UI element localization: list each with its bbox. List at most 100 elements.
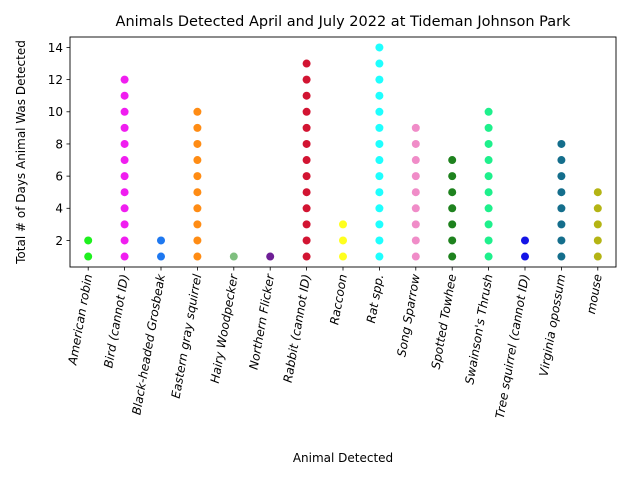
x-tick-label: Northern Flicker	[247, 272, 278, 371]
x-tick-label: mouse	[584, 273, 605, 315]
data-point	[302, 139, 311, 148]
data-point	[193, 204, 202, 213]
data-point	[375, 75, 384, 84]
data-point	[302, 252, 311, 261]
data-point	[557, 204, 566, 213]
data-point	[593, 204, 602, 213]
data-point	[484, 204, 493, 213]
data-point	[193, 107, 202, 116]
data-point	[411, 252, 420, 261]
x-tick-label: Raccoon	[327, 273, 350, 326]
y-tick-label: 10	[48, 105, 63, 119]
data-point	[557, 220, 566, 229]
data-point	[266, 252, 275, 261]
y-tick-label: 8	[55, 137, 63, 151]
data-point	[484, 107, 493, 116]
x-tick-label: Rabbit (cannot ID)	[281, 273, 314, 384]
data-point	[120, 188, 129, 197]
data-point	[411, 220, 420, 229]
data-point	[339, 236, 347, 245]
data-points	[84, 43, 602, 261]
data-point	[120, 107, 129, 116]
data-point	[557, 188, 566, 197]
data-point	[229, 252, 238, 261]
y-axis-label: Total # of Days Animal Was Detected	[14, 40, 28, 265]
data-point	[375, 43, 384, 52]
data-point	[375, 139, 384, 148]
data-point	[593, 188, 602, 197]
data-point	[521, 236, 529, 245]
data-point	[411, 123, 420, 132]
data-point	[557, 172, 566, 181]
data-point	[484, 156, 493, 165]
data-point	[484, 123, 493, 132]
data-point	[375, 123, 384, 132]
data-point	[557, 139, 566, 148]
data-point	[120, 75, 129, 84]
data-point	[375, 91, 384, 100]
data-point	[193, 156, 202, 165]
data-point	[193, 220, 202, 229]
data-point	[484, 172, 493, 181]
x-tick-label: Bird (cannot ID)	[101, 273, 131, 369]
x-tick-label: American robin	[65, 273, 95, 367]
data-point	[193, 139, 202, 148]
data-point	[193, 236, 202, 245]
data-point	[484, 236, 493, 245]
data-point	[193, 172, 202, 181]
data-point	[375, 188, 384, 197]
x-tick-label: Rat spp.	[364, 273, 386, 324]
y-tick-label: 4	[55, 202, 63, 216]
data-point	[375, 204, 384, 213]
data-point	[448, 236, 457, 245]
data-point	[302, 188, 311, 197]
data-point	[157, 236, 165, 245]
x-tick-label: Black-headed Grosbeak	[129, 272, 168, 416]
x-axis-ticks: American robin Bird (cannot ID)Black-head…	[65, 267, 605, 420]
x-tick-label: Eastern gray squirrel	[169, 272, 205, 399]
plot-frame	[69, 36, 617, 268]
data-point	[302, 59, 311, 68]
data-point	[120, 156, 129, 165]
data-point	[411, 204, 420, 213]
data-point	[375, 252, 384, 261]
data-point	[375, 59, 384, 68]
data-point	[193, 123, 202, 132]
y-tick-label: 12	[48, 73, 63, 87]
data-point	[339, 252, 347, 261]
data-point	[375, 107, 384, 116]
x-tick-label: Spotted Towhee	[429, 273, 459, 370]
data-point	[302, 204, 311, 213]
data-point	[593, 220, 602, 229]
x-tick-label: Tree squirrel (cannot ID)	[493, 273, 532, 420]
data-point	[411, 172, 420, 181]
x-tick-label: Virginia opossum	[537, 273, 569, 377]
data-point	[120, 252, 129, 261]
data-point	[120, 139, 129, 148]
data-point	[593, 236, 602, 245]
data-point	[302, 236, 311, 245]
data-point	[484, 252, 493, 261]
data-point	[120, 91, 129, 100]
data-point	[302, 75, 311, 84]
data-point	[120, 236, 129, 245]
data-point	[557, 156, 566, 165]
data-point	[302, 91, 311, 100]
data-point	[84, 252, 93, 261]
data-point	[411, 139, 420, 148]
data-point	[302, 123, 311, 132]
data-point	[193, 188, 202, 197]
data-point	[193, 252, 202, 261]
data-point	[557, 236, 566, 245]
x-tick-label: Song Sparrow	[394, 273, 422, 358]
data-point	[411, 236, 420, 245]
data-point	[484, 220, 493, 229]
data-point	[448, 204, 457, 213]
data-point	[484, 188, 493, 197]
y-tick-label: 6	[55, 169, 63, 183]
data-point	[375, 220, 384, 229]
data-point	[484, 139, 493, 148]
data-point	[448, 172, 457, 181]
